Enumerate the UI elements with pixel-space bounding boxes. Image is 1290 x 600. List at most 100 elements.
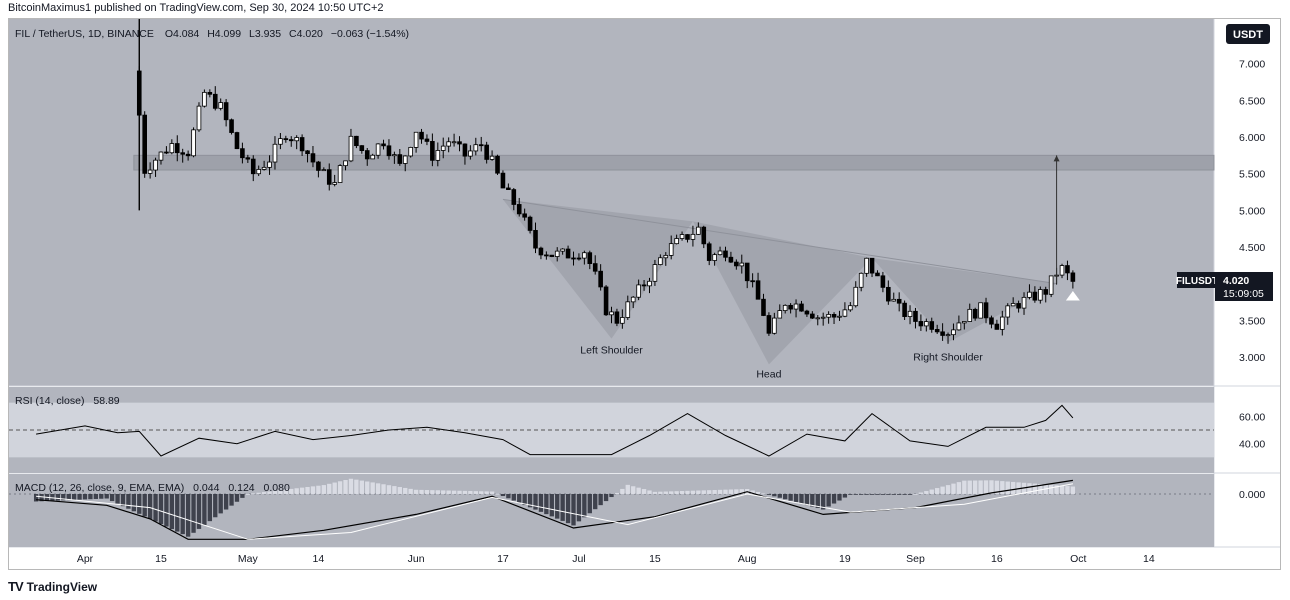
macd-hist-bar [158,494,164,524]
candle [717,246,723,256]
candle [603,285,609,316]
candle [250,155,256,182]
candle-body [240,148,245,159]
candle [408,146,413,158]
x-tick-label: Apr [77,553,94,565]
candle-body [972,308,978,319]
candle-body [392,154,397,157]
candle-body [326,169,332,185]
candle-body [343,160,348,167]
candle [614,308,620,327]
macd-hist-bar [891,494,896,495]
target-arrow-head-icon [1053,155,1060,162]
macd-hist-bar [332,482,337,494]
candle [690,225,696,247]
macd-hist-bar [202,494,207,526]
candle-body [364,150,370,160]
candle-body [831,313,837,318]
candle [1027,284,1032,300]
x-tick-label: May [238,553,259,565]
macd-hist-bar [229,494,234,506]
price-tick-label: 4.500 [1239,242,1265,254]
macd-hist-bar [625,484,630,494]
macd-legend[interactable]: MACD (12, 26, close, 9, EMA, EMA) 0.044 … [15,482,290,494]
macd-hist-bar [522,494,527,506]
macd-hist-bar [310,486,316,494]
macd-hist-bar [886,494,891,495]
candle [967,303,973,322]
macd-hist-bar [245,494,250,495]
macd-hist-bar [495,493,500,495]
candle-body [419,131,424,140]
macd-hist-bar [793,494,799,503]
price-layer: Left Shoulder Head Right Shoulder [133,19,1215,381]
candle-body [549,254,555,257]
macd-hist-bar [169,494,175,530]
candle [810,311,815,320]
x-tick-label: 17 [497,553,509,565]
rsi-legend[interactable]: RSI (14, close) 58.89 [15,395,120,407]
footer-brand-text: TradingView [26,579,98,594]
candle [934,324,940,334]
macd-hist-bar [598,494,603,506]
macd-hist-bar [647,490,652,494]
candle-body [359,145,365,151]
candle [533,222,538,254]
candle-body [430,141,435,161]
candle [706,241,712,266]
candle [907,305,913,325]
currency-badge[interactable]: USDT [1226,24,1270,44]
macd-hist-bar [479,491,484,494]
candle-body [522,213,527,218]
candle-body [712,254,717,261]
candle [734,259,739,270]
symbol-legend[interactable]: FIL / TetherUS, 1D, BINANCE O4.084 H4.09… [15,28,409,40]
candle [207,89,213,98]
candle-body [636,284,641,298]
candle-body [478,144,484,147]
candle [940,323,945,341]
candle [652,259,658,286]
candle [712,252,717,266]
candle [1038,286,1043,304]
macd-hist-bar [1010,481,1016,494]
candle-body [869,257,875,274]
candle-body [739,262,745,267]
candle [1048,275,1054,298]
candle-body [1016,303,1021,309]
macd-hist-bar [473,491,478,494]
candle-body [386,145,392,157]
macd-hist-bar [468,491,473,494]
candle [929,317,935,333]
candle-body [332,182,337,185]
candle [1021,292,1027,315]
macd-hist-bar [55,494,61,501]
candle [799,300,804,312]
candle [858,272,864,292]
rsi-layer [36,404,1074,457]
candle-body [413,131,419,148]
candle [440,137,446,159]
macd-hist-bar [674,491,679,494]
candle [864,257,869,277]
candle-body [191,129,196,157]
candle [560,248,565,255]
macd-hist-bar [631,486,636,494]
chart-canvas[interactable]: Left Shoulder Head Right Shoulder 7.000 6.5… [9,19,1280,569]
candle [582,250,587,265]
macd-layer [33,478,1076,540]
macd-hist-bar [929,489,934,494]
candle-body [202,91,207,107]
candle [685,234,690,243]
candle [478,136,484,152]
x-tick-label: 15 [155,553,167,565]
macd-hist-bar [397,487,402,494]
candle-body [848,305,853,311]
footer-brand[interactable]: TV TradingView [8,579,97,594]
macd-hist-bar [799,494,804,504]
candle-body [1010,303,1016,307]
macd-hist-bar [484,491,489,494]
macd-hist-bar [39,494,44,502]
macd-hist-bar [555,494,560,519]
macd-hist-bar [441,490,446,494]
